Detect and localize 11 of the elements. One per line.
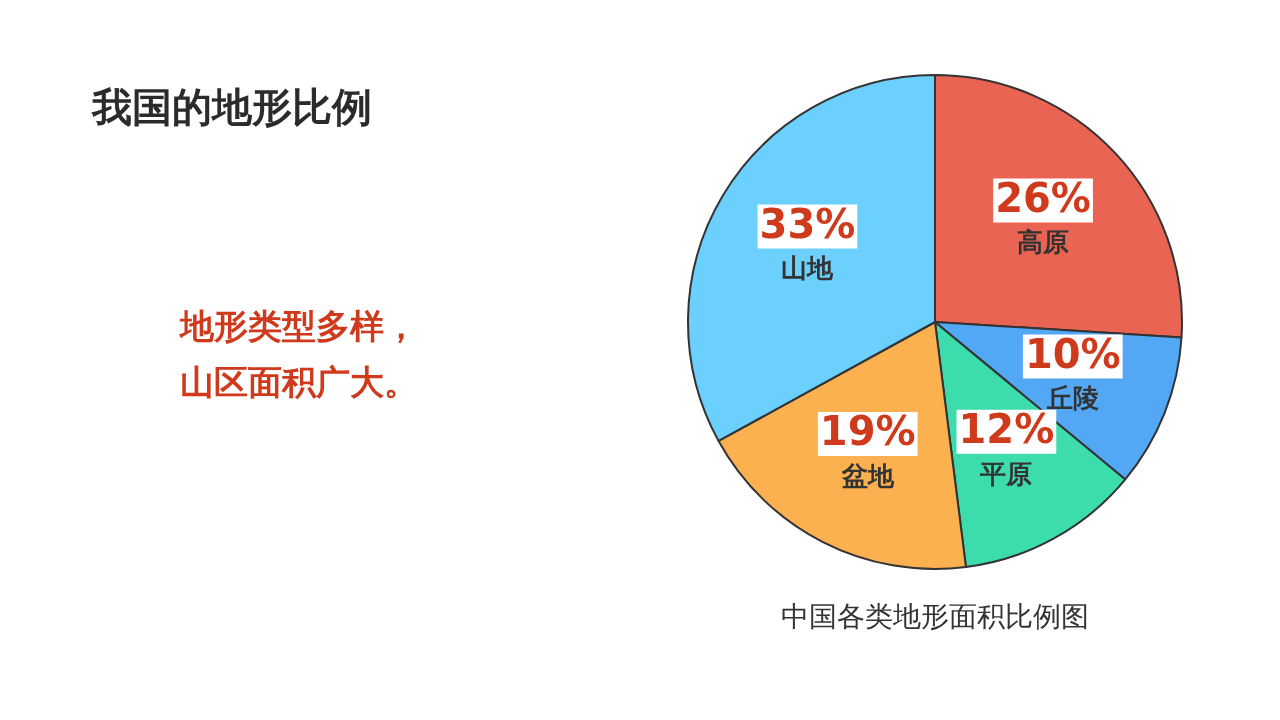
data-label: 19% (819, 408, 916, 455)
slice-label: 高原 (1017, 227, 1070, 258)
slice-label: 盆地 (840, 460, 895, 491)
slice-label: 山地 (781, 253, 835, 284)
text: 中国各类地形面积比例图 (780, 599, 1090, 635)
text: 地形类型多样，山区面积广大。 (180, 305, 419, 404)
data-label: 33% (759, 200, 856, 247)
text: 我国的地形比例 (92, 83, 372, 132)
slice-label: 平原 (979, 458, 1033, 489)
data-label: 26% (995, 174, 1091, 221)
data-label: 10% (1024, 330, 1121, 377)
